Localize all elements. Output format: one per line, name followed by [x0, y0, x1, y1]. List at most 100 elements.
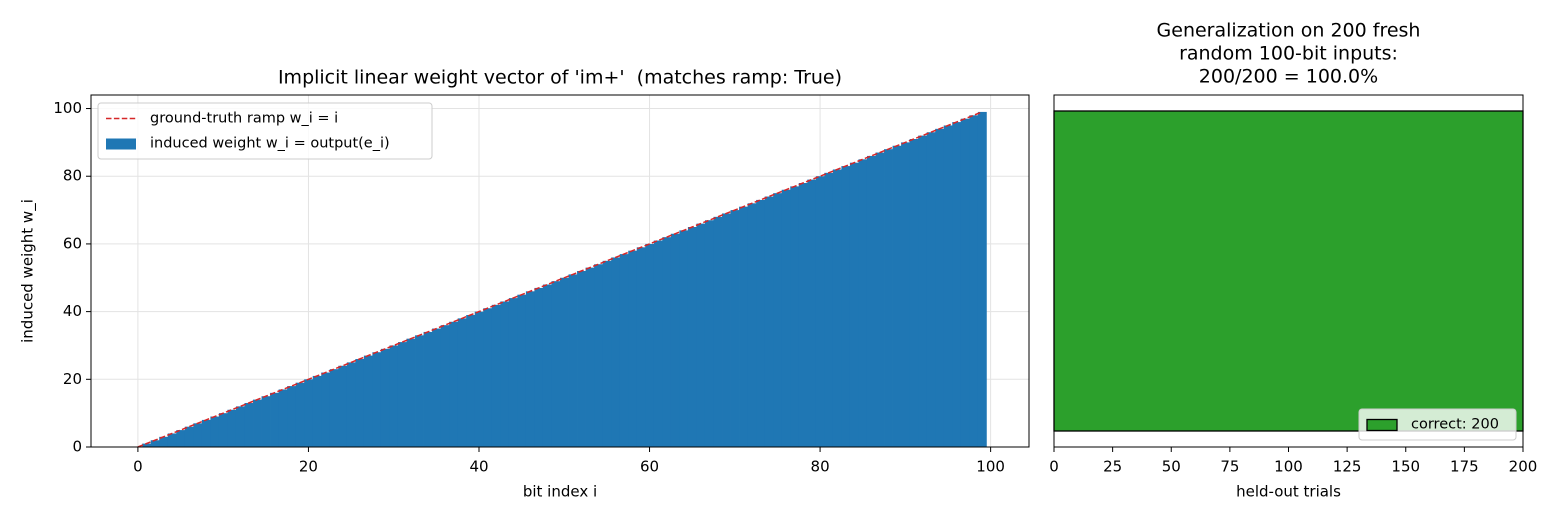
x-tick-label: 20: [299, 458, 318, 476]
bar: [210, 416, 220, 447]
bar: [756, 199, 766, 447]
axes-frame: [1053, 94, 1524, 448]
bar: [722, 213, 731, 447]
x-tick-label: 50: [1162, 458, 1181, 476]
bar: [849, 162, 859, 447]
bar: [167, 433, 177, 447]
bar: [636, 247, 646, 447]
bar: [287, 386, 297, 447]
bar: [645, 243, 655, 447]
bar: [619, 254, 629, 447]
bar: [568, 274, 578, 447]
y-tick-label: 20: [63, 370, 82, 388]
x-tick-label: 60: [640, 458, 659, 476]
bar: [577, 271, 586, 447]
bar: [713, 216, 723, 447]
bar: [415, 335, 424, 447]
axes-frame: [90, 94, 1030, 448]
bar: [662, 237, 672, 447]
bar: [884, 149, 893, 447]
bar: [551, 281, 561, 447]
x-tick-label: 0: [1049, 458, 1059, 476]
bar: [321, 372, 331, 447]
bar: [449, 321, 459, 447]
bar: [679, 230, 689, 447]
bar: [244, 403, 254, 447]
x-tick-label: 75: [1220, 458, 1239, 476]
bar: [585, 267, 595, 447]
bar: [790, 186, 800, 447]
bar: [781, 189, 791, 447]
bar: [227, 409, 237, 447]
bar: [363, 355, 373, 447]
bar: [807, 179, 817, 447]
bar: [423, 331, 433, 447]
legend-box: [97, 102, 433, 160]
bar: [687, 227, 697, 447]
bar: [542, 284, 552, 447]
bar: [952, 122, 962, 448]
legend-label: correct: 200: [1411, 417, 1499, 433]
y-tick-label: 40: [63, 302, 82, 320]
bar: [969, 115, 979, 448]
bar: [406, 338, 416, 447]
bar: [858, 159, 868, 448]
bar: [474, 311, 484, 447]
bar: [261, 396, 271, 447]
bar: [304, 379, 314, 447]
chart-title: random 100-bit inputs:: [1179, 43, 1398, 65]
bar: [525, 291, 535, 447]
bar: [235, 406, 245, 447]
bar: [764, 196, 774, 447]
bar: [841, 166, 851, 448]
x-tick-label: 0: [133, 458, 143, 476]
bar: [218, 413, 228, 447]
bar: [159, 436, 169, 447]
bar: [483, 308, 493, 447]
x-axis-label: bit index i: [523, 483, 597, 501]
bar: [142, 443, 152, 447]
x-tick-label: 100: [976, 458, 1005, 476]
bar: [355, 359, 365, 447]
bar: [730, 210, 740, 447]
bar: [184, 426, 194, 447]
x-tick-label: 25: [1103, 458, 1122, 476]
legend-swatch: [106, 138, 136, 150]
x-tick-label: 200: [1509, 458, 1538, 476]
y-tick-label: 100: [53, 99, 82, 117]
bar: [773, 193, 783, 447]
bar: [918, 135, 928, 447]
bar: [696, 223, 706, 447]
bar: [747, 203, 757, 447]
bar: [628, 250, 638, 447]
bar: [602, 260, 612, 447]
bar: [193, 423, 203, 447]
bar: [560, 277, 569, 447]
bar: [270, 392, 279, 447]
bar: [372, 352, 382, 447]
bar: [977, 111, 987, 447]
chart-title: Generalization on 200 fresh: [1157, 20, 1421, 42]
bar: [534, 287, 544, 447]
bar: [440, 325, 450, 447]
y-tick-label: 0: [72, 438, 82, 456]
bar: [466, 315, 476, 447]
bar: [653, 240, 663, 447]
x-tick-label: 125: [1333, 458, 1362, 476]
x-tick-label: 175: [1450, 458, 1479, 476]
bar: [824, 172, 834, 447]
bar: [491, 304, 501, 447]
bar: [1053, 110, 1524, 432]
bar: [253, 399, 262, 447]
x-tick-label: 40: [469, 458, 488, 476]
x-tick-label: 100: [1274, 458, 1303, 476]
chart-title: 200/200 = 100.0%: [1199, 66, 1378, 88]
bar: [670, 233, 680, 447]
bar: [397, 342, 407, 447]
bar: [875, 152, 885, 448]
bar: [389, 345, 399, 447]
y-axis-label: induced weight w_i: [19, 199, 38, 343]
bar: [338, 365, 348, 447]
bar: [380, 348, 390, 447]
chart-title: Implicit linear weight vector of 'im+' (…: [278, 67, 842, 89]
